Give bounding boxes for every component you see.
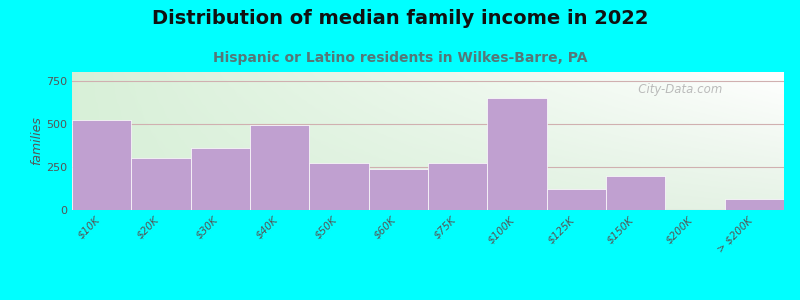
Bar <box>310 164 369 210</box>
Text: Distribution of median family income in 2022: Distribution of median family income in … <box>152 9 648 28</box>
Bar <box>606 176 666 210</box>
Bar <box>369 169 428 210</box>
Bar <box>72 120 131 210</box>
Text: Hispanic or Latino residents in Wilkes-Barre, PA: Hispanic or Latino residents in Wilkes-B… <box>213 51 587 65</box>
Bar <box>546 189 606 210</box>
Bar <box>487 98 546 210</box>
Bar <box>250 125 310 210</box>
Bar <box>428 164 487 210</box>
Bar <box>131 158 190 210</box>
Bar <box>190 148 250 210</box>
Y-axis label: families: families <box>30 117 43 165</box>
Bar <box>725 199 784 210</box>
Text: City-Data.com: City-Data.com <box>627 83 722 96</box>
